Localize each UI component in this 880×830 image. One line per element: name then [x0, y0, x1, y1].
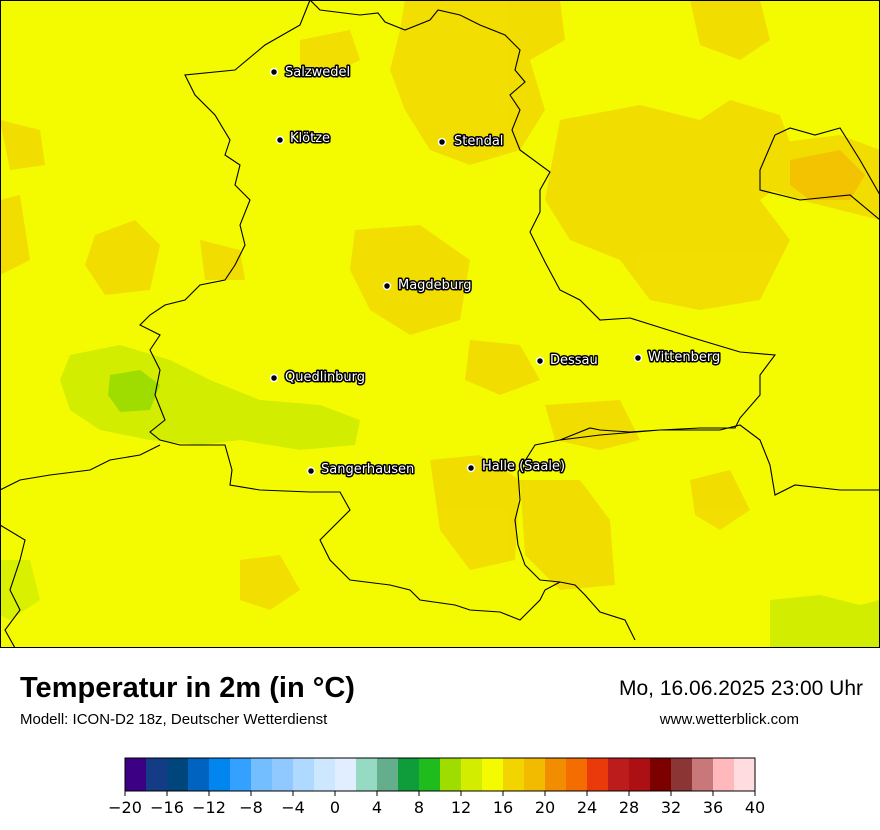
city-label: Quedlinburg — [285, 370, 365, 385]
legend-tick-label: 36 — [703, 798, 723, 817]
city-label: Salzwedel — [285, 65, 350, 80]
legend-swatch — [482, 758, 504, 791]
legend-swatch — [188, 758, 210, 791]
legend-tick-label: 12 — [451, 798, 471, 817]
legend-tick-label: −20 — [108, 798, 142, 817]
legend-tick-label: 8 — [414, 798, 424, 817]
legend-tick-label: −16 — [150, 798, 184, 817]
legend-swatch — [713, 758, 735, 791]
city-label: Dessau — [550, 353, 598, 368]
legend-swatch — [524, 758, 546, 791]
legend-frame — [124, 757, 756, 792]
legend-swatch — [608, 758, 630, 791]
legend-tick-label: −8 — [239, 798, 263, 817]
legend-tick-label: 4 — [372, 798, 382, 817]
city-label: Magdeburg — [398, 278, 472, 293]
legend-tick-label: 0 — [330, 798, 340, 817]
legend-swatch — [146, 758, 168, 791]
temperature-field-hot — [790, 150, 865, 200]
website-credit: www.wetterblick.com — [659, 711, 799, 728]
legend-swatch — [692, 758, 714, 791]
legend-swatch — [335, 758, 357, 791]
legend-tick-label: −12 — [192, 798, 226, 817]
legend-swatch — [587, 758, 609, 791]
model-info: Modell: ICON-D2 18z, Deutscher Wetterdie… — [20, 711, 328, 728]
temperature-field-cool — [0, 345, 880, 648]
legend-tick-label: 16 — [493, 798, 513, 817]
legend-swatch — [503, 758, 525, 791]
city-halle-saale: Halle (Saale) — [466, 458, 567, 476]
city-label: Halle (Saale) — [482, 459, 565, 474]
legend-swatch — [566, 758, 588, 791]
temperature-field-warm — [0, 0, 880, 610]
city-dessau: Dessau — [535, 352, 599, 370]
city-salzwedel: Salzwedel — [269, 64, 352, 82]
forecast-datetime: Mo, 16.06.2025 23:00 Uhr — [618, 677, 863, 700]
legend-swatch — [650, 758, 672, 791]
legend-swatch — [209, 758, 231, 791]
city-wittenberg: Wittenberg — [633, 349, 722, 367]
legend-swatch — [545, 758, 567, 791]
legend-tick-label: 28 — [619, 798, 639, 817]
map-title: Temperatur in 2m (in °C) — [20, 672, 355, 704]
legend-swatch — [167, 758, 189, 791]
legend-swatch — [398, 758, 420, 791]
color-legend: −20 −16 −12 −8 −4 0 4 8 12 16 20 24 28 32 36 40 — [108, 757, 765, 817]
legend-swatch — [671, 758, 693, 791]
legend-swatch — [419, 758, 441, 791]
legend-swatch — [356, 758, 378, 791]
legend-tick-label: −4 — [281, 798, 305, 817]
city-label: Wittenberg — [648, 350, 720, 365]
outer-border — [0, 127, 880, 648]
legend-swatch — [377, 758, 399, 791]
legend-swatch — [314, 758, 336, 791]
legend-swatch — [293, 758, 315, 791]
city-label: Klötze — [290, 131, 330, 146]
city-markers: Salzwedel Klötze Stendal Magdeburg Dessa… — [269, 64, 722, 479]
legend-swatches — [124, 757, 756, 792]
legend-tick-label: 20 — [535, 798, 555, 817]
temperature-map: Salzwedel Klötze Stendal Magdeburg Dessa… — [0, 0, 880, 648]
city-stendal: Stendal — [437, 133, 505, 151]
legend-swatch — [230, 758, 252, 791]
city-label: Stendal — [454, 134, 503, 149]
legend-swatch — [734, 758, 756, 791]
legend-swatch — [461, 758, 483, 791]
legend-swatch — [440, 758, 462, 791]
city-kloetze: Klötze — [275, 130, 332, 148]
city-label: Sangerhausen — [321, 462, 414, 477]
legend-swatch — [125, 758, 147, 791]
legend-swatch — [251, 758, 273, 791]
legend-tick-label: 40 — [745, 798, 765, 817]
legend-tick-label: 32 — [661, 798, 681, 817]
legend-ticks: −20 −16 −12 −8 −4 0 4 8 12 16 20 24 28 32 36 40 — [108, 791, 765, 817]
state-border — [139, 0, 880, 641]
city-quedlinburg: Quedlinburg — [269, 369, 367, 387]
legend-swatch — [272, 758, 294, 791]
legend-swatch — [629, 758, 651, 791]
legend-tick-label: 24 — [577, 798, 597, 817]
city-sangerhausen: Sangerhausen — [306, 461, 416, 479]
city-magdeburg: Magdeburg — [382, 277, 473, 295]
